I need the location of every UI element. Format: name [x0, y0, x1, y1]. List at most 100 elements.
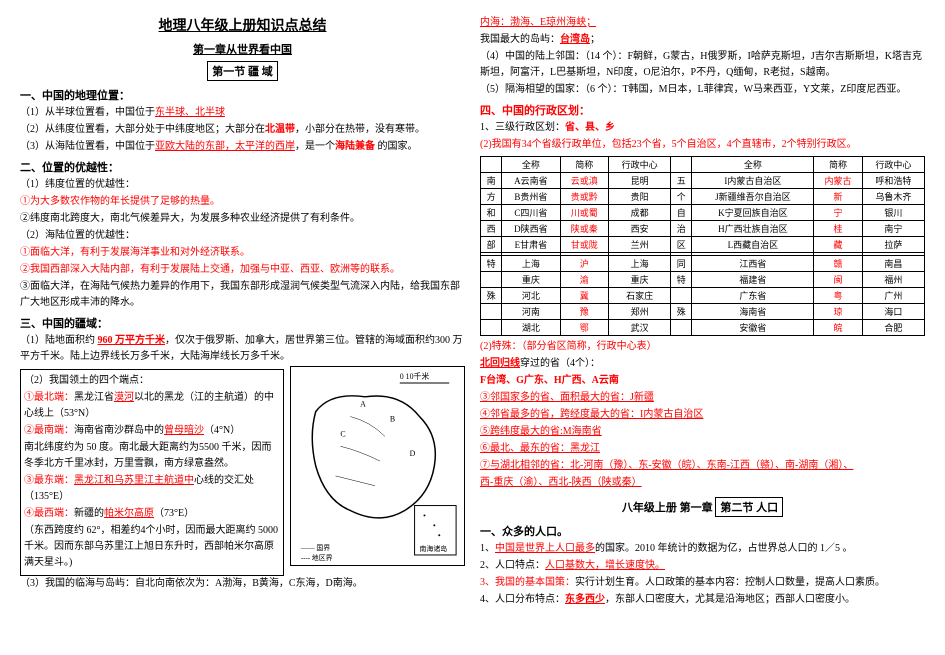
table-cell: 西	[481, 221, 502, 237]
table-cell: 石家庄	[609, 288, 671, 304]
chapter-title: 第一章从世界看中国	[20, 41, 465, 57]
para: (2)我国有34个省级行政单位，包括23个省，5个自治区，4个直辖市，2个特别行…	[480, 137, 925, 153]
table-row: 方B贵州省贵或黔贵阳个J新疆维吾尔自治区新乌鲁木齐	[481, 189, 925, 205]
table-cell: 治	[671, 221, 692, 237]
table-header: 行政中心	[609, 157, 671, 173]
svg-text:A: A	[360, 400, 366, 409]
table-cell: B贵州省	[502, 189, 560, 205]
para: ④邻省最多的省，跨经度最大的省：I内蒙古自治区	[480, 407, 925, 423]
table-cell: 呼和浩特	[862, 173, 924, 189]
table-cell: 上海	[502, 256, 560, 272]
table-cell: 上海	[609, 256, 671, 272]
para: 4、人口分布特点：东多西少，东部人口密度大，尤其是沿海地区；西部人口密度小。	[480, 592, 925, 608]
table-header: 简称	[560, 157, 608, 173]
text-beside-map: （2）我国领土的四个端点： ①最北端：黑龙江省漠河以北的黑龙（江的主航道）的中心…	[20, 366, 284, 576]
table-header: 简称	[814, 157, 862, 173]
table-cell: 殊	[481, 288, 502, 304]
para: 3、我国的基本国策：实行计划生育。人口政策的基本内容：控制人口数量，提高人口素质…	[480, 575, 925, 591]
para: 1、中国是世界上人口最多的国家。2010 年统计的数据为亿，占世界总人口的 1／…	[480, 541, 925, 557]
table-row: 南A云南省云或滇昆明五I内蒙古自治区内蒙古呼和浩特	[481, 173, 925, 189]
table-cell: D陕西省	[502, 221, 560, 237]
table-cell: 桂	[814, 221, 862, 237]
table-cell: 新	[814, 189, 862, 205]
table-cell: 同	[671, 256, 692, 272]
table-cell: 和	[481, 205, 502, 221]
table-cell: 特	[481, 256, 502, 272]
table-cell: 昆明	[609, 173, 671, 189]
para: （5）隔海相望的国家：（6 个）：T韩国，M日本，L菲律宾，W马来西亚，Y文莱，…	[480, 82, 925, 98]
para: ③面临大洋，在海陆气候热力差异的作用下，我国东部形成湿润气候类型气流深入内陆，给…	[20, 279, 465, 311]
table-cell: 武汉	[609, 320, 671, 336]
table-cell: 五	[671, 173, 692, 189]
table-cell: 南	[481, 173, 502, 189]
right-column: 内海：渤海、E琼州海峡； 我国最大的岛屿：台湾岛； （4）中国的陆上邻国：（14…	[480, 15, 925, 640]
table-cell: 方	[481, 189, 502, 205]
table-cell: 河北	[502, 288, 560, 304]
table-cell: 河南	[502, 304, 560, 320]
table-cell: 重庆	[502, 272, 560, 288]
table-cell: 琼	[814, 304, 862, 320]
svg-text:D: D	[410, 449, 416, 458]
svg-text:0 10千米: 0 10千米	[400, 371, 430, 381]
table-cell: 部	[481, 237, 502, 253]
map-svg: 0 10千米 南海诸岛 —— 国界 ---- 地区界 AB CD	[291, 367, 464, 565]
table-cell: 福建省	[692, 272, 814, 288]
table-cell: 安徽省	[692, 320, 814, 336]
table-cell: 贵或黔	[560, 189, 608, 205]
table-cell	[481, 304, 502, 320]
table-cell: E甘肃省	[502, 237, 560, 253]
table-cell: 广州	[862, 288, 924, 304]
table-cell: 内蒙古	[814, 173, 862, 189]
heading-1: 一、中国的地理位置：	[20, 87, 465, 103]
table-cell: C四川省	[502, 205, 560, 221]
table-cell: 福州	[862, 272, 924, 288]
table-cell: 拉萨	[862, 237, 924, 253]
table-cell: 乌鲁木齐	[862, 189, 924, 205]
table-header	[671, 157, 692, 173]
table-cell: 自	[671, 205, 692, 221]
province-table: 全称简称行政中心全称简称行政中心 南A云南省云或滇昆明五I内蒙古自治区内蒙古呼和…	[480, 156, 925, 336]
table-header: 全称	[502, 157, 560, 173]
doc-title: 地理八年级上册知识点总结	[20, 15, 465, 35]
para: F台湾、G广东、H广西、A云南	[480, 373, 925, 389]
para: 北回归线穿过的省（4个）：	[480, 356, 925, 372]
para: （3）我国的临海与岛屿：自北向南依次为：A渤海，B黄海，C东海，D南海。	[20, 576, 465, 592]
table-cell: 宁	[814, 205, 862, 221]
svg-text:C: C	[340, 429, 345, 438]
table-cell: 陕或秦	[560, 221, 608, 237]
table-cell: 兰州	[609, 237, 671, 253]
table-cell: 冀	[560, 288, 608, 304]
table-cell: 合肥	[862, 320, 924, 336]
para: 我国最大的岛屿：台湾岛；	[480, 32, 925, 48]
table-row: 特上海沪上海同江西省赣南昌	[481, 256, 925, 272]
table-cell: 区	[671, 237, 692, 253]
table-header	[481, 157, 502, 173]
table-cell: 个	[671, 189, 692, 205]
table-row: 湖北鄂武汉安徽省皖合肥	[481, 320, 925, 336]
table-cell	[481, 320, 502, 336]
para: （2）海陆位置的优越性：	[20, 228, 465, 244]
table-row: 部E甘肃省甘或陇兰州区L西藏自治区藏拉萨	[481, 237, 925, 253]
table-cell: 广东省	[692, 288, 814, 304]
table-row: 重庆渝重庆特福建省闽福州	[481, 272, 925, 288]
table-cell: A云南省	[502, 173, 560, 189]
table-cell: 南昌	[862, 256, 924, 272]
table-cell: 海南省	[692, 304, 814, 320]
heading-3: 三、中国的疆域：	[20, 315, 465, 331]
table-cell: K宁夏回族自治区	[692, 205, 814, 221]
para: （1）从半球位置看，中国位于东半球、北半球	[20, 105, 465, 121]
table-cell: 成都	[609, 205, 671, 221]
table-cell: 云或滇	[560, 173, 608, 189]
para: （3）从海陆位置看，中国位于亚欧大陆的东部，太平洋的西岸，是一个海陆兼备 的国家…	[20, 139, 465, 155]
left-column: 地理八年级上册知识点总结 第一章从世界看中国 第一节 疆 域 一、中国的地理位置…	[20, 15, 465, 640]
para: (2)特殊：（部分省区简称，行政中心表）	[480, 339, 925, 355]
table-cell	[671, 320, 692, 336]
para: 内海：渤海、E琼州海峡；	[480, 15, 925, 31]
para: （1）纬度位置的优越性：	[20, 177, 465, 193]
table-cell	[481, 272, 502, 288]
heading-4: 四、中国的行政区划：	[480, 102, 925, 118]
table-cell: L西藏自治区	[692, 237, 814, 253]
table-cell	[671, 288, 692, 304]
china-map-figure: 0 10千米 南海诸岛 —— 国界 ---- 地区界 AB CD	[290, 366, 465, 566]
table-cell: 沪	[560, 256, 608, 272]
